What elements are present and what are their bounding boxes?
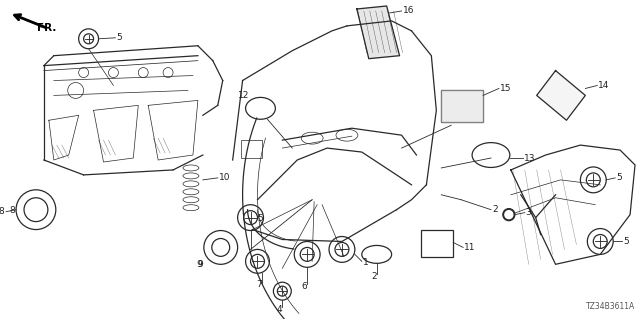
Text: 3: 3 bbox=[525, 208, 531, 217]
Text: 2: 2 bbox=[371, 272, 376, 281]
Text: 5: 5 bbox=[116, 33, 122, 42]
Text: 9: 9 bbox=[196, 260, 202, 269]
Text: TZ34B3611A: TZ34B3611A bbox=[586, 302, 635, 311]
Text: 12: 12 bbox=[237, 91, 249, 100]
Text: 6: 6 bbox=[301, 282, 307, 291]
Text: 10: 10 bbox=[219, 173, 230, 182]
Text: 1: 1 bbox=[363, 258, 369, 267]
Text: FR.: FR. bbox=[37, 23, 56, 33]
Text: 8: 8 bbox=[0, 207, 4, 216]
Text: 5: 5 bbox=[616, 173, 622, 182]
Bar bbox=[442, 91, 483, 122]
Bar bbox=[421, 229, 453, 257]
Text: 7: 7 bbox=[257, 280, 262, 289]
Text: 9: 9 bbox=[197, 260, 203, 269]
Text: 5: 5 bbox=[257, 214, 263, 223]
Text: 4: 4 bbox=[276, 305, 282, 314]
Text: 13: 13 bbox=[524, 154, 535, 163]
Text: 2: 2 bbox=[492, 205, 497, 214]
Text: 11: 11 bbox=[464, 243, 476, 252]
Polygon shape bbox=[357, 6, 399, 59]
Circle shape bbox=[503, 209, 515, 220]
Text: 8: 8 bbox=[9, 206, 15, 215]
Text: 15: 15 bbox=[500, 84, 511, 93]
Text: 16: 16 bbox=[403, 6, 414, 15]
Text: 5: 5 bbox=[623, 237, 629, 246]
Circle shape bbox=[505, 211, 513, 219]
Polygon shape bbox=[537, 71, 586, 120]
Text: 14: 14 bbox=[598, 81, 610, 90]
Bar bbox=[241, 140, 262, 158]
Polygon shape bbox=[442, 91, 483, 122]
